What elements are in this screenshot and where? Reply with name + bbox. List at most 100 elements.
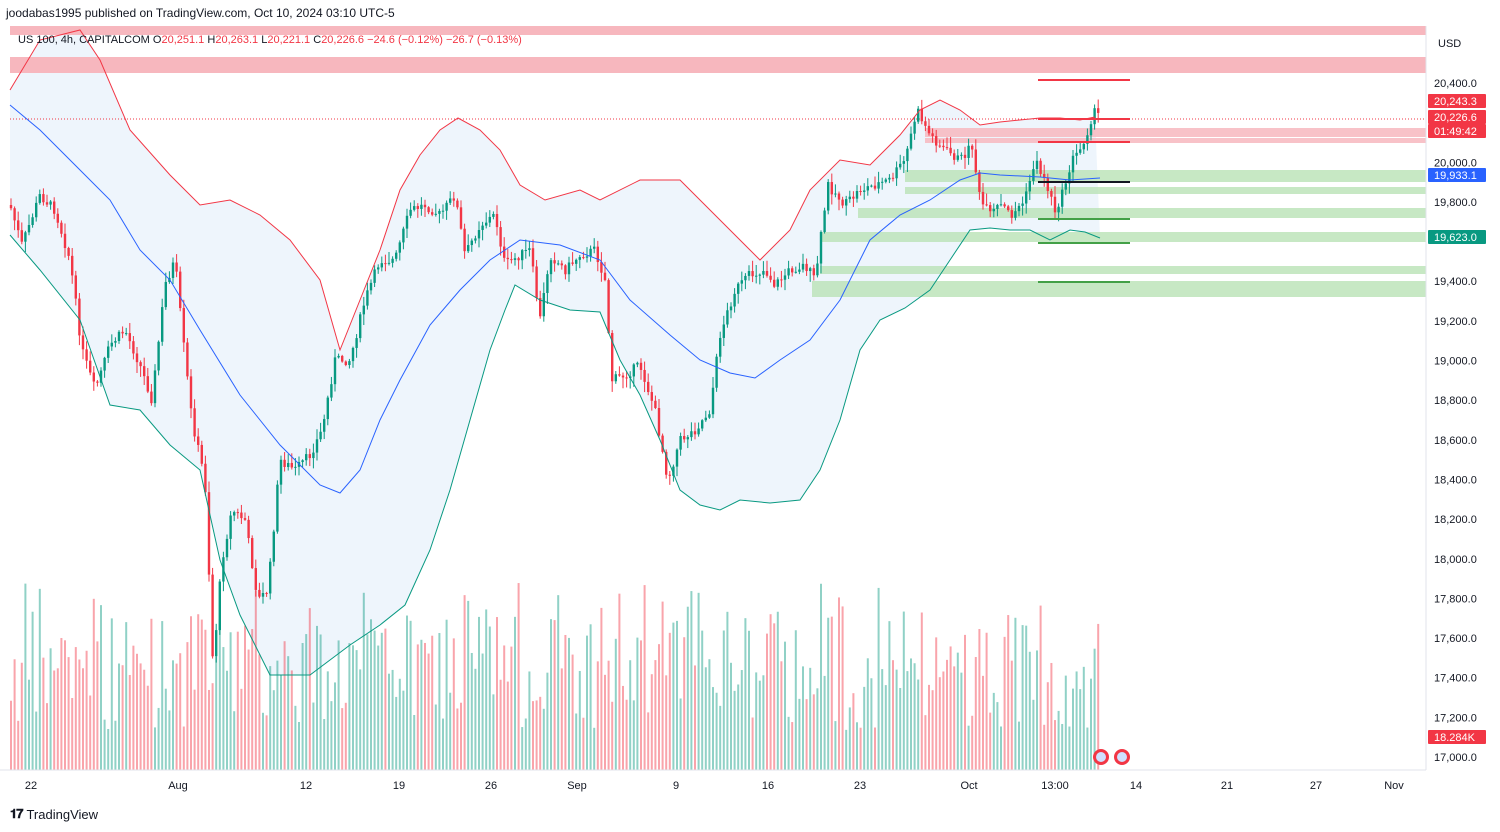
candle-body <box>888 177 891 180</box>
candle-body <box>611 333 614 382</box>
volume-bar <box>640 640 642 770</box>
brand-name: TradingView <box>26 806 99 822</box>
volume-bar <box>240 688 243 770</box>
candle-body <box>971 145 974 150</box>
currency-label[interactable]: USD <box>1438 38 1461 50</box>
volume-bar <box>568 637 570 770</box>
candle-body <box>143 366 146 377</box>
volume-bar <box>337 640 340 770</box>
candle-body <box>798 269 801 272</box>
volume-bar <box>370 619 372 770</box>
candle-body <box>924 121 927 126</box>
candle-body <box>398 242 401 253</box>
volume-bar <box>413 715 416 770</box>
volume-bar <box>604 674 606 770</box>
candle-body <box>240 512 243 519</box>
candle-body <box>636 362 639 365</box>
candle-body <box>409 209 412 216</box>
price-tick-label: 20,400.0 <box>1434 78 1477 90</box>
volume-bar <box>251 629 254 770</box>
volume-bar <box>182 726 185 770</box>
volume-bar <box>71 697 74 770</box>
candle-body <box>276 484 279 532</box>
tradingview-footer[interactable]: 𝟏𝟕 TradingView <box>10 806 98 822</box>
volume-bar <box>222 647 225 770</box>
candle-body <box>999 204 1003 206</box>
volume-bar <box>805 699 808 770</box>
price-badge: 19,623.0 <box>1428 230 1486 244</box>
candle-body <box>13 208 16 221</box>
candle-body <box>243 518 247 520</box>
price-tick-label: 19,000.0 <box>1434 356 1477 368</box>
candle-body <box>186 342 189 377</box>
volume-bar <box>517 583 520 770</box>
volume-bar <box>215 656 218 770</box>
volume-bar <box>1032 699 1035 770</box>
candle-body <box>665 451 668 475</box>
volume-bar <box>434 704 437 770</box>
volume-bar <box>953 666 956 770</box>
volume-bar <box>560 668 563 770</box>
candle-body <box>107 346 110 358</box>
volume-bar <box>1036 650 1038 770</box>
volume-bar <box>186 642 189 770</box>
time-tick-label: 14 <box>1130 780 1142 792</box>
volume-bar <box>481 653 484 770</box>
volume-bar <box>103 719 106 770</box>
symbol-name[interactable]: US 100, 4h, CAPITALCOM <box>18 34 150 46</box>
candle-body <box>690 431 693 438</box>
candle-body <box>1064 183 1067 190</box>
candle-body <box>218 581 221 631</box>
volume-bar <box>398 678 401 770</box>
candle-body <box>326 397 329 420</box>
volume-bar <box>841 606 844 770</box>
candle-body <box>989 205 992 212</box>
candle-body <box>992 208 995 212</box>
price-tick-label: 19,800.0 <box>1434 197 1477 209</box>
volume-bar <box>625 699 628 770</box>
candle-body <box>355 338 358 348</box>
candle-body <box>348 361 351 365</box>
volume-bar <box>161 621 164 770</box>
volume-bar <box>377 645 380 770</box>
volume-bar <box>877 587 880 770</box>
candle-body <box>899 163 902 168</box>
volume-bar <box>424 642 426 770</box>
candle-body <box>891 177 895 179</box>
volume-bar <box>121 665 124 770</box>
volume-bar <box>269 666 272 770</box>
candle-body <box>1079 149 1082 153</box>
candle-body <box>463 228 466 252</box>
candle-body <box>719 337 722 357</box>
volume-bar <box>906 671 909 770</box>
candle-body <box>85 349 88 361</box>
price-tick-label: 20,000.0 <box>1434 157 1477 169</box>
volume-bar <box>395 696 398 770</box>
candle-body <box>189 376 193 409</box>
volume-bar <box>388 673 390 770</box>
plot-area[interactable] <box>9 26 1426 770</box>
candle-body <box>452 198 455 201</box>
time-axis[interactable]: 22 Aug 12 19 26 Sep 9 16 23 Oct 13:00 14 21 27 Nov <box>25 780 1404 792</box>
volume-bar <box>1068 726 1071 770</box>
candle-body <box>1053 196 1057 213</box>
time-tick-label: 19 <box>393 780 405 792</box>
volume-bar <box>650 674 653 770</box>
candle-body <box>38 194 41 203</box>
volume-bar <box>53 670 56 770</box>
volume-bar <box>863 686 866 770</box>
volume-bar <box>154 727 156 770</box>
volume-bar <box>798 698 801 770</box>
volume-bar <box>384 628 387 770</box>
time-tick-label: 9 <box>673 780 679 792</box>
volume-bar <box>1093 648 1096 770</box>
volume-bar <box>946 659 948 770</box>
support-zone <box>905 170 1426 182</box>
volume-bar <box>982 675 984 770</box>
volume-bar <box>784 641 786 770</box>
candle-body <box>261 592 265 597</box>
volume-bar <box>827 617 830 770</box>
volume-bar <box>42 657 45 770</box>
candle-body <box>150 391 153 404</box>
